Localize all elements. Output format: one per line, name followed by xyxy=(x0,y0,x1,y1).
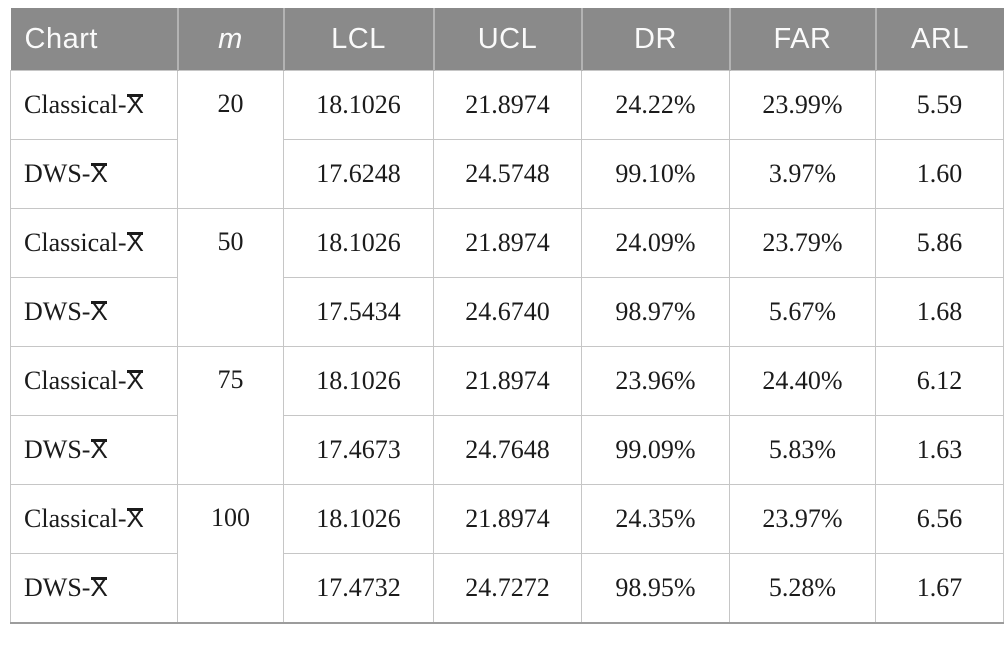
chart-label-cell: DWS-X xyxy=(10,415,178,485)
ucl-cell: 21.8974 xyxy=(433,70,582,140)
far-cell: 5.28% xyxy=(729,553,876,624)
col-header-chart: Chart xyxy=(10,8,178,71)
table-row: Classical-X 75 18.1026 21.8974 23.96% 24… xyxy=(10,346,1004,485)
chart-label-prefix: DWS- xyxy=(24,297,91,326)
table-row: DWS-X 17.6248 24.5748 99.10% 3.97% 1.60 xyxy=(10,139,1004,209)
ucl-cell: 24.7272 xyxy=(433,553,582,624)
table-row: Classical-X 20 18.1026 21.8974 24.22% 23… xyxy=(10,70,1004,209)
far-cell: 5.83% xyxy=(729,415,876,485)
chart-label-prefix: Classical- xyxy=(24,504,127,533)
chart-label-prefix: Classical- xyxy=(24,228,127,257)
ucl-cell: 24.6740 xyxy=(433,277,582,347)
arl-cell: 6.56 xyxy=(875,484,1004,554)
arl-cell: 1.63 xyxy=(875,415,1004,485)
far-cell: 23.97% xyxy=(729,484,876,554)
xbar-symbol: X xyxy=(90,572,108,602)
lcl-cell: 17.5434 xyxy=(283,277,434,347)
ucl-cell: 24.5748 xyxy=(433,139,582,209)
chart-label-cell: DWS-X xyxy=(10,277,178,347)
arl-cell: 1.60 xyxy=(875,139,1004,209)
xbar-symbol: X xyxy=(90,158,108,188)
arl-cell: 1.67 xyxy=(875,553,1004,624)
ucl-cell: 21.8974 xyxy=(433,346,582,416)
dr-cell: 24.22% xyxy=(581,70,730,140)
xbar-symbol: X xyxy=(126,227,144,257)
xbar-symbol: X xyxy=(126,89,144,119)
chart-label-prefix: DWS- xyxy=(24,159,91,188)
table-row: Classical-X 100 18.1026 21.8974 24.35% 2… xyxy=(10,484,1004,624)
ucl-cell: 24.7648 xyxy=(433,415,582,485)
chart-label-cell: DWS-X xyxy=(10,139,178,209)
xbar-symbol: X xyxy=(126,365,144,395)
m-value-cell: 100 xyxy=(177,484,284,624)
chart-label-prefix: Classical- xyxy=(24,366,127,395)
m-value-cell: 50 xyxy=(177,208,284,347)
far-cell: 3.97% xyxy=(729,139,876,209)
ucl-cell: 21.8974 xyxy=(433,208,582,278)
dr-cell: 99.10% xyxy=(581,139,730,209)
far-cell: 23.79% xyxy=(729,208,876,278)
dr-cell: 98.95% xyxy=(581,553,730,624)
lcl-cell: 17.6248 xyxy=(283,139,434,209)
chart-label-cell: DWS-X xyxy=(10,553,178,624)
chart-label-prefix: Classical- xyxy=(24,90,127,119)
lcl-cell: 18.1026 xyxy=(283,346,434,416)
lcl-cell: 18.1026 xyxy=(283,208,434,278)
col-header-lcl: LCL xyxy=(282,8,434,71)
xbar-symbol: X xyxy=(90,434,108,464)
arl-cell: 6.12 xyxy=(875,346,1004,416)
col-header-far: FAR xyxy=(728,8,876,71)
lcl-cell: 17.4673 xyxy=(283,415,434,485)
dr-cell: 24.35% xyxy=(581,484,730,554)
arl-cell: 5.59 xyxy=(875,70,1004,140)
lcl-cell: 18.1026 xyxy=(283,484,434,554)
dr-cell: 24.09% xyxy=(581,208,730,278)
m-value-cell: 75 xyxy=(177,346,284,485)
m-value-cell: 20 xyxy=(177,70,284,209)
xbar-symbol: X xyxy=(126,503,144,533)
table-row: Classical-X 50 18.1026 21.8974 24.09% 23… xyxy=(10,208,1004,347)
table-row: DWS-X 17.4673 24.7648 99.09% 5.83% 1.63 xyxy=(10,415,1004,485)
dr-cell: 98.97% xyxy=(581,277,730,347)
far-cell: 23.99% xyxy=(729,70,876,140)
col-header-m: m xyxy=(176,8,284,71)
col-header-ucl: UCL xyxy=(432,8,582,71)
chart-label-cell: Classical-X xyxy=(10,208,178,278)
chart-label-prefix: DWS- xyxy=(24,435,91,464)
chart-label-cell: Classical-X xyxy=(10,484,178,554)
chart-label-prefix: DWS- xyxy=(24,573,91,602)
arl-cell: 5.86 xyxy=(875,208,1004,278)
xbar-symbol: X xyxy=(90,296,108,326)
control-chart-comparison-table: Chart m LCL UCL DR FAR ARL Classical-X 2… xyxy=(10,8,1004,624)
header-row: Chart m LCL UCL DR FAR ARL xyxy=(10,8,1004,71)
lcl-cell: 18.1026 xyxy=(283,70,434,140)
col-header-arl: ARL xyxy=(874,8,1004,71)
lcl-cell: 17.4732 xyxy=(283,553,434,624)
far-cell: 24.40% xyxy=(729,346,876,416)
chart-label-cell: Classical-X xyxy=(10,346,178,416)
table-row: DWS-X 17.5434 24.6740 98.97% 5.67% 1.68 xyxy=(10,277,1004,347)
dr-cell: 23.96% xyxy=(581,346,730,416)
table-row: DWS-X 17.4732 24.7272 98.95% 5.28% 1.67 xyxy=(10,553,1004,624)
ucl-cell: 21.8974 xyxy=(433,484,582,554)
col-header-dr: DR xyxy=(580,8,730,71)
chart-label-cell: Classical-X xyxy=(10,70,178,140)
dr-cell: 99.09% xyxy=(581,415,730,485)
far-cell: 5.67% xyxy=(729,277,876,347)
arl-cell: 1.68 xyxy=(875,277,1004,347)
